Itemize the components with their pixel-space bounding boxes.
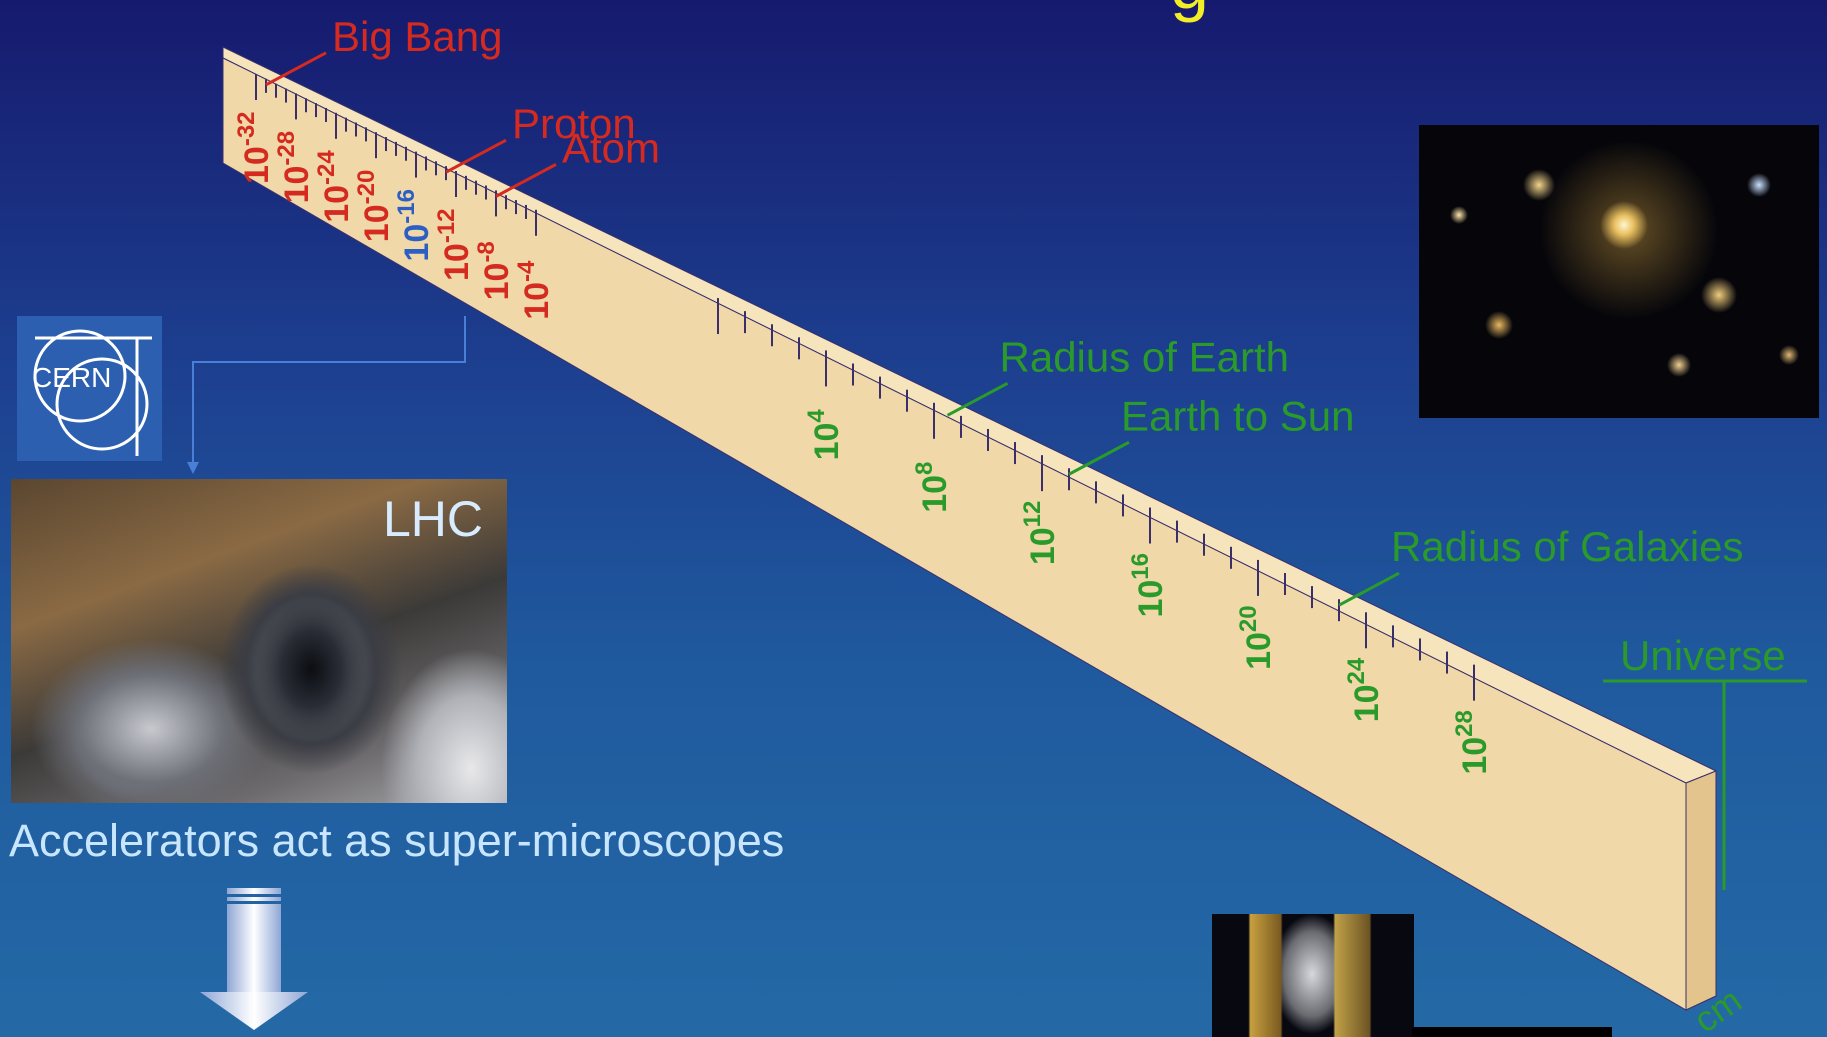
ruler-ticks xyxy=(255,74,1475,701)
photo-caption-bar xyxy=(1412,1027,1612,1037)
object-label: Earth to Sun xyxy=(1121,392,1354,439)
object-label: Proton xyxy=(512,100,636,147)
object-label-leader xyxy=(445,138,507,174)
small-scale-tick-label: 10-32 xyxy=(233,111,276,184)
object-label: Big Bang xyxy=(332,13,502,60)
large-scale-tick-label: 1020 xyxy=(1235,605,1278,670)
universe-label: Universe xyxy=(1620,632,1786,679)
object-label-leader xyxy=(946,382,1009,417)
down-arrow-icon xyxy=(200,888,308,1030)
hubble-telescope-photo xyxy=(1212,914,1414,1037)
small-scale-tick-label: 10-4 xyxy=(513,260,556,320)
cern-logo-icon: CERN xyxy=(17,316,162,461)
object-label-leader xyxy=(265,51,327,87)
large-scale-tick-label: 1024 xyxy=(1343,657,1386,722)
galaxy-cluster-photo xyxy=(1419,125,1819,418)
large-scale-tick-label: 1012 xyxy=(1019,501,1062,566)
object-label-leader xyxy=(495,163,557,198)
lhc-label: LHC xyxy=(383,491,484,547)
small-scale-tick-label: 10-8 xyxy=(473,241,516,300)
universe-marker: Universe xyxy=(1603,632,1807,890)
object-label-leader xyxy=(1338,571,1400,607)
title-fragment: g xyxy=(1170,0,1209,23)
cern-logo-text: CERN xyxy=(32,362,111,393)
small-scale-tick-label: 10-28 xyxy=(273,131,316,204)
small-scale-tick-label: 10-24 xyxy=(313,150,356,223)
small-scale-tick-label: 10-20 xyxy=(353,170,396,243)
large-scale-tick-label: 1028 xyxy=(1451,710,1494,775)
object-label: Radius of Earth xyxy=(1000,333,1290,380)
large-scale-tick-label: 108 xyxy=(911,462,954,513)
large-scale-tick-label: 104 xyxy=(803,409,846,461)
object-label: Radius of Galaxies xyxy=(1391,523,1744,570)
object-label: Atom xyxy=(562,124,660,171)
object-label-leader xyxy=(1068,440,1130,476)
small-scale-tick-label: 10-12 xyxy=(433,208,476,281)
ruler-end-face xyxy=(1685,770,1717,1011)
large-scale-tick-label: 1016 xyxy=(1127,553,1170,618)
small-scale-tick-label: 10-16 xyxy=(393,189,436,262)
lhc-photo xyxy=(11,479,507,803)
lhc-connector xyxy=(187,316,466,474)
caption: Accelerators act as super-microscopes xyxy=(9,815,785,866)
